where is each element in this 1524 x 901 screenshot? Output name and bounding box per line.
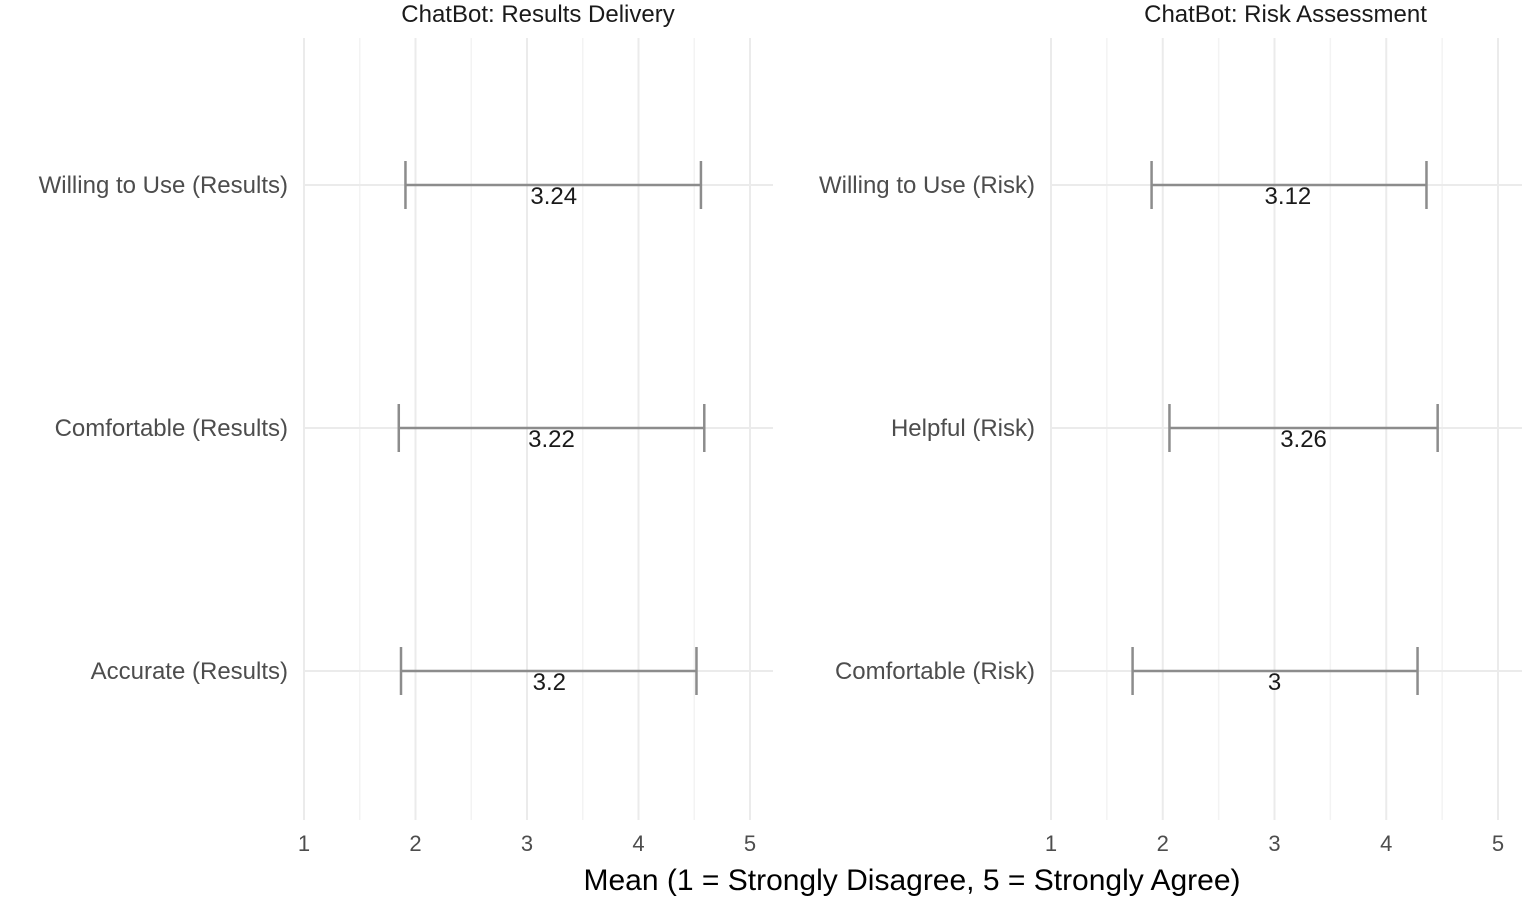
y-category-label: Comfortable (Risk) [835, 658, 1035, 685]
panel-title: ChatBot: Results Delivery [401, 1, 674, 28]
x-tick-label: 4 [632, 831, 644, 856]
mean-value-label: 3.2 [533, 669, 566, 696]
x-tick-label: 2 [1157, 831, 1169, 856]
x-axis-title: Mean (1 = Strongly Disagree, 5 = Strongl… [583, 864, 1240, 897]
x-tick-label: 1 [298, 831, 310, 856]
x-tick-label: 2 [409, 831, 421, 856]
x-tick-label: 1 [1045, 831, 1057, 856]
y-category-label: Willing to Use (Results) [39, 172, 288, 199]
y-category-label: Accurate (Results) [91, 658, 288, 685]
y-category-label: Willing to Use (Risk) [819, 172, 1035, 199]
y-category-label: Comfortable (Results) [55, 415, 288, 442]
mean-value-label: 3.24 [530, 183, 577, 210]
mean-value-label: 3.12 [1265, 183, 1312, 210]
x-tick-label: 5 [1492, 831, 1504, 856]
y-category-label: Helpful (Risk) [891, 415, 1035, 442]
mean-value-label: 3.26 [1280, 426, 1327, 453]
x-tick-label: 3 [1268, 831, 1280, 856]
panel-title: ChatBot: Risk Assessment [1144, 1, 1427, 28]
x-tick-label: 4 [1380, 831, 1392, 856]
mean-value-label: 3 [1268, 669, 1281, 696]
x-tick-label: 3 [521, 831, 533, 856]
x-tick-label: 5 [744, 831, 756, 856]
mean-value-label: 3.22 [528, 426, 575, 453]
